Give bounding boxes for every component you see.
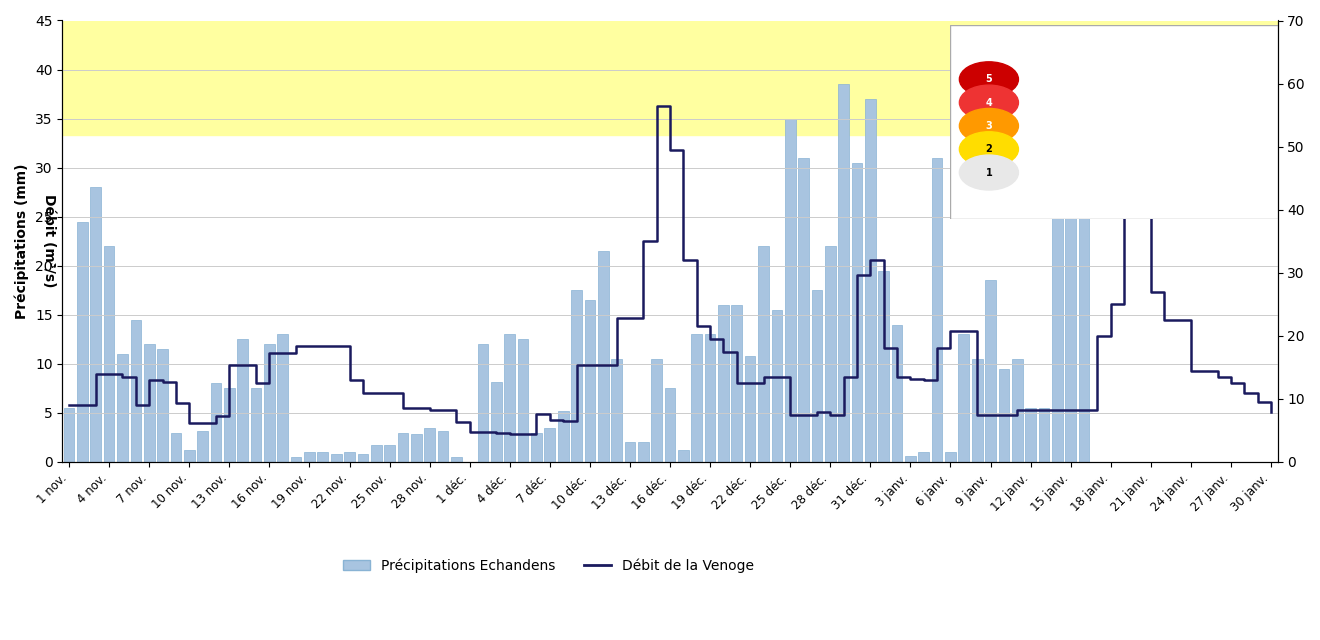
Bar	[932, 158, 942, 462]
Bar	[906, 456, 916, 462]
Bar	[812, 291, 822, 462]
Bar	[892, 324, 903, 462]
Bar	[304, 452, 314, 462]
Bar	[1012, 359, 1023, 462]
Bar	[572, 291, 582, 462]
Bar	[224, 388, 235, 462]
Bar	[517, 339, 528, 462]
Bar	[611, 359, 622, 462]
Bar	[865, 99, 875, 462]
Bar	[478, 344, 488, 462]
Bar	[170, 433, 181, 462]
Bar	[104, 246, 115, 462]
Bar	[958, 335, 969, 462]
Bar	[397, 433, 408, 462]
Bar	[451, 457, 462, 462]
Bar	[183, 450, 194, 462]
Bar	[197, 431, 209, 462]
Bar	[919, 452, 929, 462]
Bar	[771, 310, 783, 462]
Bar	[825, 246, 836, 462]
Bar	[878, 271, 890, 462]
Bar	[358, 454, 368, 462]
Bar	[438, 431, 449, 462]
Bar	[371, 445, 381, 462]
Bar	[758, 246, 768, 462]
Bar	[558, 411, 569, 462]
Bar	[264, 344, 275, 462]
Bar	[117, 354, 128, 462]
Bar	[1065, 70, 1076, 462]
Bar	[1052, 173, 1063, 462]
Bar	[851, 163, 862, 462]
Bar	[799, 158, 809, 462]
Bar	[277, 335, 288, 462]
Legend: Précipitations Echandens, Débit de la Venoge: Précipitations Echandens, Débit de la Ve…	[337, 553, 760, 579]
Bar	[651, 359, 663, 462]
Bar	[62, 20, 1278, 135]
Bar	[544, 428, 556, 462]
Bar	[331, 454, 342, 462]
Bar	[972, 359, 982, 462]
Bar	[1078, 207, 1089, 462]
Bar	[384, 445, 395, 462]
Bar	[744, 356, 755, 462]
Bar	[157, 349, 168, 462]
Bar	[1026, 408, 1036, 462]
Bar	[77, 221, 87, 462]
Bar	[91, 188, 102, 462]
Bar	[785, 118, 796, 462]
Bar	[838, 84, 849, 462]
Bar	[945, 452, 956, 462]
Bar	[585, 300, 595, 462]
Bar	[598, 251, 609, 462]
Bar	[144, 344, 154, 462]
Bar	[238, 339, 248, 462]
Bar	[731, 305, 742, 462]
Bar	[692, 335, 702, 462]
Bar	[131, 320, 141, 462]
Bar	[251, 388, 261, 462]
Bar	[665, 388, 676, 462]
Bar	[491, 381, 502, 462]
Bar	[411, 435, 421, 462]
Bar	[531, 433, 541, 462]
Bar	[504, 335, 515, 462]
Y-axis label: Débit (m³/s): Débit (m³/s)	[41, 195, 55, 288]
Bar	[318, 452, 329, 462]
Bar	[718, 305, 729, 462]
Y-axis label: Précipitations (mm): Précipitations (mm)	[15, 163, 29, 319]
Bar	[424, 428, 436, 462]
Bar	[705, 335, 715, 462]
Bar	[985, 280, 995, 462]
Bar	[63, 408, 74, 462]
Bar	[678, 450, 689, 462]
Bar	[1039, 408, 1049, 462]
Bar	[998, 369, 1010, 462]
Bar	[345, 452, 355, 462]
Bar	[290, 457, 301, 462]
Bar	[638, 442, 648, 462]
Bar	[211, 383, 222, 462]
Bar	[624, 442, 635, 462]
